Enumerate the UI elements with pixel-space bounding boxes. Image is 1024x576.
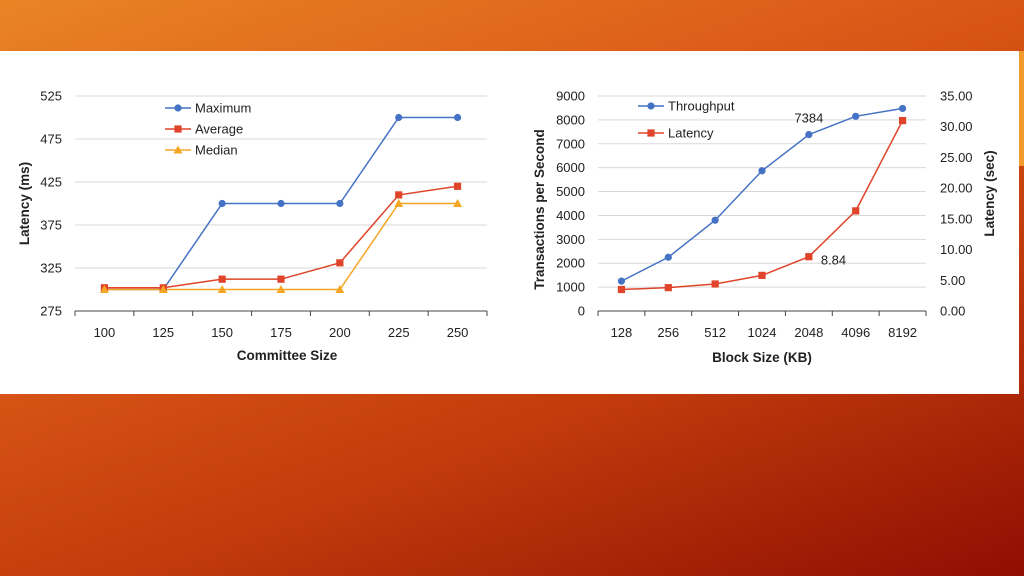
data-point-throughput — [711, 216, 719, 224]
y-tick-label: 375 — [40, 218, 62, 233]
data-point-median — [335, 285, 345, 293]
data-point-median — [276, 285, 286, 293]
y-tick-label: 7000 — [556, 136, 585, 151]
x-tick-label: 128 — [611, 325, 633, 340]
data-point-throughput — [758, 167, 766, 175]
x-tick-label: 256 — [657, 325, 679, 340]
legend-marker-maximum — [174, 104, 182, 112]
y-tick-label: 1000 — [556, 280, 585, 295]
data-point-throughput — [617, 277, 626, 285]
data-point-median — [217, 285, 227, 293]
data-point-latency — [664, 284, 672, 292]
x-tick-label: 150 — [211, 325, 233, 340]
legend-label-throughput: Throughput — [668, 99, 735, 114]
data-point-median — [99, 285, 109, 293]
y-tick-label: 475 — [40, 132, 62, 147]
x-tick-label: 125 — [152, 325, 174, 340]
x-axis-title: Committee Size — [237, 348, 338, 363]
legend-marker-median — [173, 145, 183, 154]
y-tick-label: 5000 — [556, 184, 585, 199]
y-axis-title: Latency (ms) — [17, 162, 32, 245]
data-point-throughput — [898, 104, 907, 113]
y2-tick-label: 20.00 — [940, 181, 973, 196]
y-tick-label: 0 — [578, 304, 585, 319]
series-line-latency — [621, 120, 904, 291]
y-tick-label: 4000 — [556, 208, 585, 223]
x-tick-label: 200 — [329, 325, 351, 340]
y2-tick-label: 15.00 — [940, 211, 973, 226]
data-point-average — [395, 191, 403, 199]
y-tick-label: 2000 — [556, 256, 585, 271]
data-point-average — [218, 275, 226, 283]
data-point-average — [336, 259, 344, 267]
series-line-throughput — [621, 107, 903, 282]
legend-marker-throughput — [647, 102, 655, 110]
y-tick-label: 8000 — [556, 112, 585, 127]
y2-tick-label: 10.00 — [940, 242, 973, 257]
x-tick-label: 4096 — [841, 325, 870, 340]
y-tick-label: 325 — [40, 261, 62, 276]
data-label: 8.84 — [821, 253, 846, 268]
y-axis-title: Transactions per Second — [532, 129, 547, 290]
data-point-throughput — [805, 131, 813, 139]
data-point-maximum — [453, 113, 462, 122]
data-point-latency — [805, 253, 813, 261]
x-axis-title: Block Size (KB) — [712, 350, 812, 365]
x-tick-label: 512 — [704, 325, 726, 340]
data-point-latency — [852, 207, 860, 215]
data-point-average — [453, 182, 462, 190]
x-tick-label: 1024 — [748, 325, 777, 340]
y-tick-label: 425 — [40, 175, 62, 190]
y-tick-label: 9000 — [556, 89, 585, 104]
y-tick-label: 275 — [40, 304, 62, 319]
y-tick-label: 6000 — [556, 160, 585, 175]
data-point-median — [158, 285, 168, 293]
data-point-latency — [758, 271, 766, 279]
y2-tick-label: 0.00 — [940, 304, 965, 319]
data-point-maximum — [395, 113, 403, 122]
y-tick-label: 525 — [40, 89, 62, 104]
data-point-median — [394, 199, 404, 207]
x-tick-label: 175 — [270, 325, 292, 340]
legend-marker-latency — [647, 129, 655, 137]
y2-tick-label: 35.00 — [940, 89, 973, 104]
y2-tick-label: 30.00 — [940, 119, 973, 134]
x-tick-label: 100 — [94, 325, 116, 340]
data-point-throughput — [852, 112, 860, 120]
accent-strip — [1019, 51, 1024, 166]
y2-tick-label: 5.00 — [940, 273, 965, 288]
data-point-latency — [898, 116, 907, 125]
x-tick-label: 8192 — [888, 325, 917, 340]
data-label: 7384 — [794, 111, 823, 126]
legend-marker-average — [174, 125, 182, 133]
data-point-latency — [617, 285, 626, 294]
legend-label-latency: Latency — [668, 126, 714, 141]
x-tick-label: 225 — [388, 325, 410, 340]
data-point-maximum — [218, 199, 226, 208]
y2-tick-label: 25.00 — [940, 150, 973, 165]
x-tick-label: 2048 — [794, 325, 823, 340]
legend-label-maximum: Maximum — [195, 101, 251, 116]
data-point-median — [453, 199, 463, 207]
data-point-maximum — [277, 199, 285, 208]
data-point-average — [277, 275, 285, 283]
legend-label-median: Median — [195, 143, 238, 158]
data-point-latency — [711, 280, 719, 288]
data-point-maximum — [336, 199, 344, 208]
legend-label-average: Average — [195, 122, 243, 137]
y2-axis-title: Latency (sec) — [982, 150, 997, 236]
x-tick-label: 250 — [447, 325, 469, 340]
data-point-throughput — [664, 253, 672, 261]
y-tick-label: 3000 — [556, 232, 585, 247]
